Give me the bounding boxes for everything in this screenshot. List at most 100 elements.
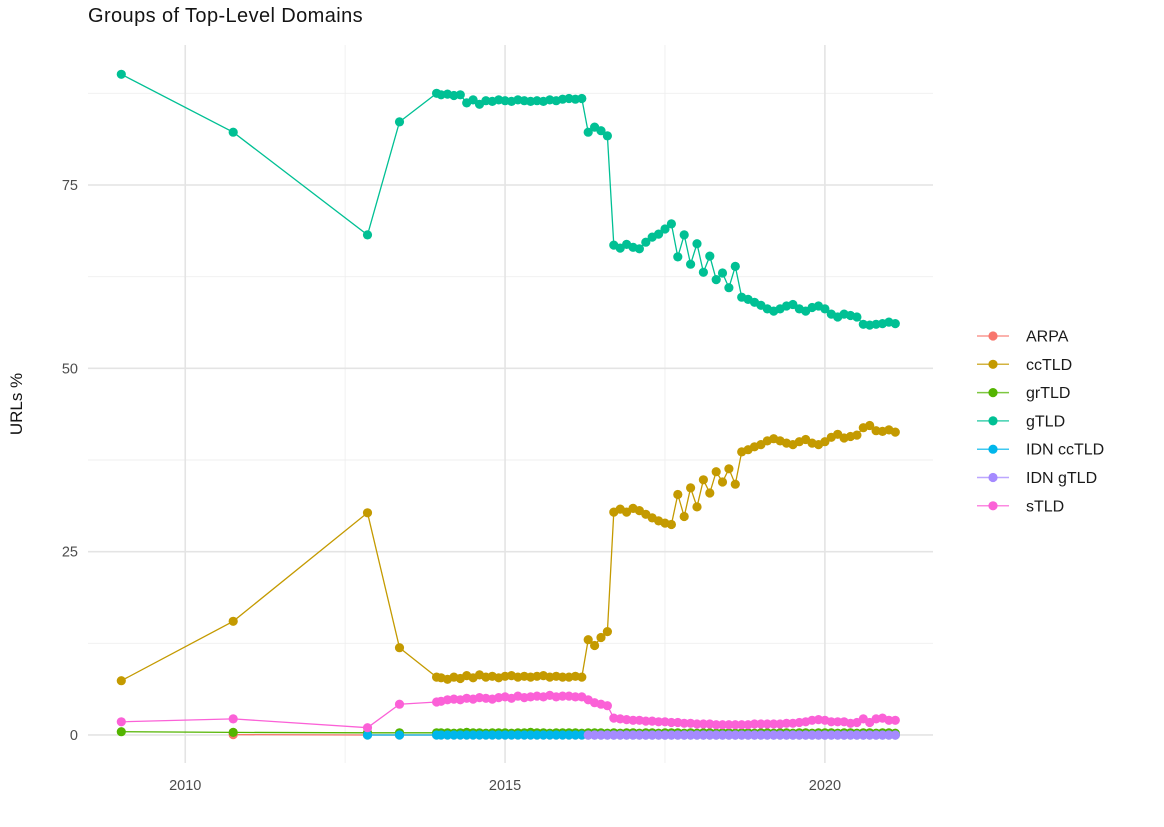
data-point-cctld xyxy=(698,475,709,485)
data-point-idn-gtld xyxy=(698,730,709,740)
legend-item-idn-cctld: IDN ccTLD xyxy=(977,442,1104,459)
data-point-idn-cctld xyxy=(519,730,529,740)
legend-item-gtld: gTLD xyxy=(977,413,1065,430)
series-gtld xyxy=(116,69,900,330)
data-point-idn-gtld xyxy=(679,730,689,740)
data-point-idn-gtld xyxy=(794,730,804,740)
data-point-gtld xyxy=(698,267,709,277)
data-point-idn-cctld xyxy=(558,730,568,740)
legend-label-idn-gtld: IDN gTLD xyxy=(1026,470,1097,487)
legend-key-dot-cctld xyxy=(988,359,998,369)
data-point-idn-gtld xyxy=(622,730,632,740)
data-point-cctld xyxy=(583,635,593,645)
data-point-idn-gtld xyxy=(801,730,811,740)
data-point-gtld xyxy=(634,244,645,254)
legend: ARPA ccTLD grTLD gTLD IDN ccTLD IDN gTLD sTLD xyxy=(977,329,1104,515)
series-line-cctld xyxy=(120,424,896,682)
data-point-idn-gtld xyxy=(788,730,798,740)
data-point-stld xyxy=(730,720,740,730)
series-stld xyxy=(116,690,900,733)
data-point-cctld xyxy=(673,489,683,500)
data-point-idn-gtld xyxy=(737,730,747,740)
data-point-idn-gtld xyxy=(660,730,670,740)
legend-label-grtld: grTLD xyxy=(1026,385,1070,402)
data-point-gtld xyxy=(679,230,689,240)
data-point-idn-gtld xyxy=(686,730,696,740)
legend-label-arpa: ARPA xyxy=(1026,329,1069,346)
data-point-idn-cctld xyxy=(494,730,504,740)
data-point-idn-gtld xyxy=(673,730,683,740)
data-point-cctld xyxy=(717,477,728,487)
legend-key-dot-idn-cctld xyxy=(988,444,998,454)
data-point-stld xyxy=(228,714,238,724)
data-point-stld xyxy=(362,723,373,733)
data-point-idn-gtld xyxy=(852,730,862,740)
data-point-cctld xyxy=(686,483,696,493)
data-point-cctld xyxy=(705,488,715,498)
data-point-idn-gtld xyxy=(845,730,856,740)
data-point-gtld xyxy=(890,319,900,329)
data-point-cctld xyxy=(602,627,613,637)
data-point-idn-gtld xyxy=(813,730,824,740)
data-point-cctld xyxy=(852,430,862,440)
legend-item-stld: sTLD xyxy=(977,498,1064,515)
data-point-stld xyxy=(749,719,760,729)
data-point-gtld xyxy=(577,93,587,104)
data-point-gtld xyxy=(692,239,702,249)
data-point-idn-gtld xyxy=(781,730,792,740)
x-tick-label: 2015 xyxy=(489,778,521,794)
y-axis-title: URLs % xyxy=(7,372,26,436)
data-point-gtld xyxy=(730,261,740,271)
series-idn-gtld xyxy=(583,730,900,740)
legend-key-dot-idn-gtld xyxy=(988,472,998,483)
data-point-idn-gtld xyxy=(756,730,766,740)
data-point-idn-cctld xyxy=(449,730,459,740)
y-tick-label: 25 xyxy=(62,545,78,561)
data-point-stld xyxy=(762,719,772,729)
data-point-idn-gtld xyxy=(833,730,843,740)
data-point-idn-gtld xyxy=(858,730,868,740)
data-point-stld xyxy=(781,718,792,728)
data-point-idn-gtld xyxy=(647,730,657,740)
data-point-idn-gtld xyxy=(877,730,888,740)
legend-label-idn-cctld: IDN ccTLD xyxy=(1026,442,1104,459)
legend-key-dot-gtld xyxy=(988,416,998,426)
data-point-idn-cctld xyxy=(551,730,561,740)
data-point-gtld xyxy=(583,127,593,137)
data-point-idn-gtld xyxy=(769,730,779,740)
data-point-idn-cctld xyxy=(468,730,478,740)
data-point-cctld xyxy=(596,632,606,643)
data-point-idn-gtld xyxy=(717,730,728,740)
data-point-stld xyxy=(628,715,638,725)
data-point-idn-gtld xyxy=(871,730,881,740)
data-point-idn-gtld xyxy=(775,730,785,740)
data-point-gtld xyxy=(673,252,683,262)
data-point-gtld xyxy=(602,131,613,141)
data-point-idn-gtld xyxy=(865,730,875,740)
legend-item-grtld: grTLD xyxy=(977,385,1070,402)
data-point-idn-gtld xyxy=(724,730,734,740)
data-point-idn-cctld xyxy=(474,730,485,740)
data-point-idn-gtld xyxy=(634,730,645,740)
y-tick-label: 0 xyxy=(70,728,78,744)
data-point-stld xyxy=(692,719,702,729)
data-point-idn-cctld xyxy=(532,730,542,740)
series-line-gtld xyxy=(121,73,896,326)
data-point-idn-gtld xyxy=(762,730,772,740)
data-point-idn-gtld xyxy=(839,730,849,740)
data-point-stld xyxy=(890,715,900,725)
data-point-idn-gtld xyxy=(609,730,619,740)
data-point-idn-gtld xyxy=(807,730,817,740)
data-point-gtld xyxy=(116,69,126,79)
x-tick-label: 2020 xyxy=(809,778,841,794)
data-point-idn-gtld xyxy=(596,730,606,740)
legend-label-gtld: gTLD xyxy=(1026,413,1065,430)
data-point-gtld xyxy=(394,117,405,127)
data-point-cctld xyxy=(590,640,600,651)
data-point-idn-gtld xyxy=(705,730,715,740)
data-point-idn-gtld xyxy=(590,730,600,740)
data-point-gtld xyxy=(654,229,664,239)
data-point-idn-cctld xyxy=(577,730,587,740)
data-point-stld xyxy=(724,720,734,730)
legend-item-cctld: ccTLD xyxy=(977,357,1072,374)
